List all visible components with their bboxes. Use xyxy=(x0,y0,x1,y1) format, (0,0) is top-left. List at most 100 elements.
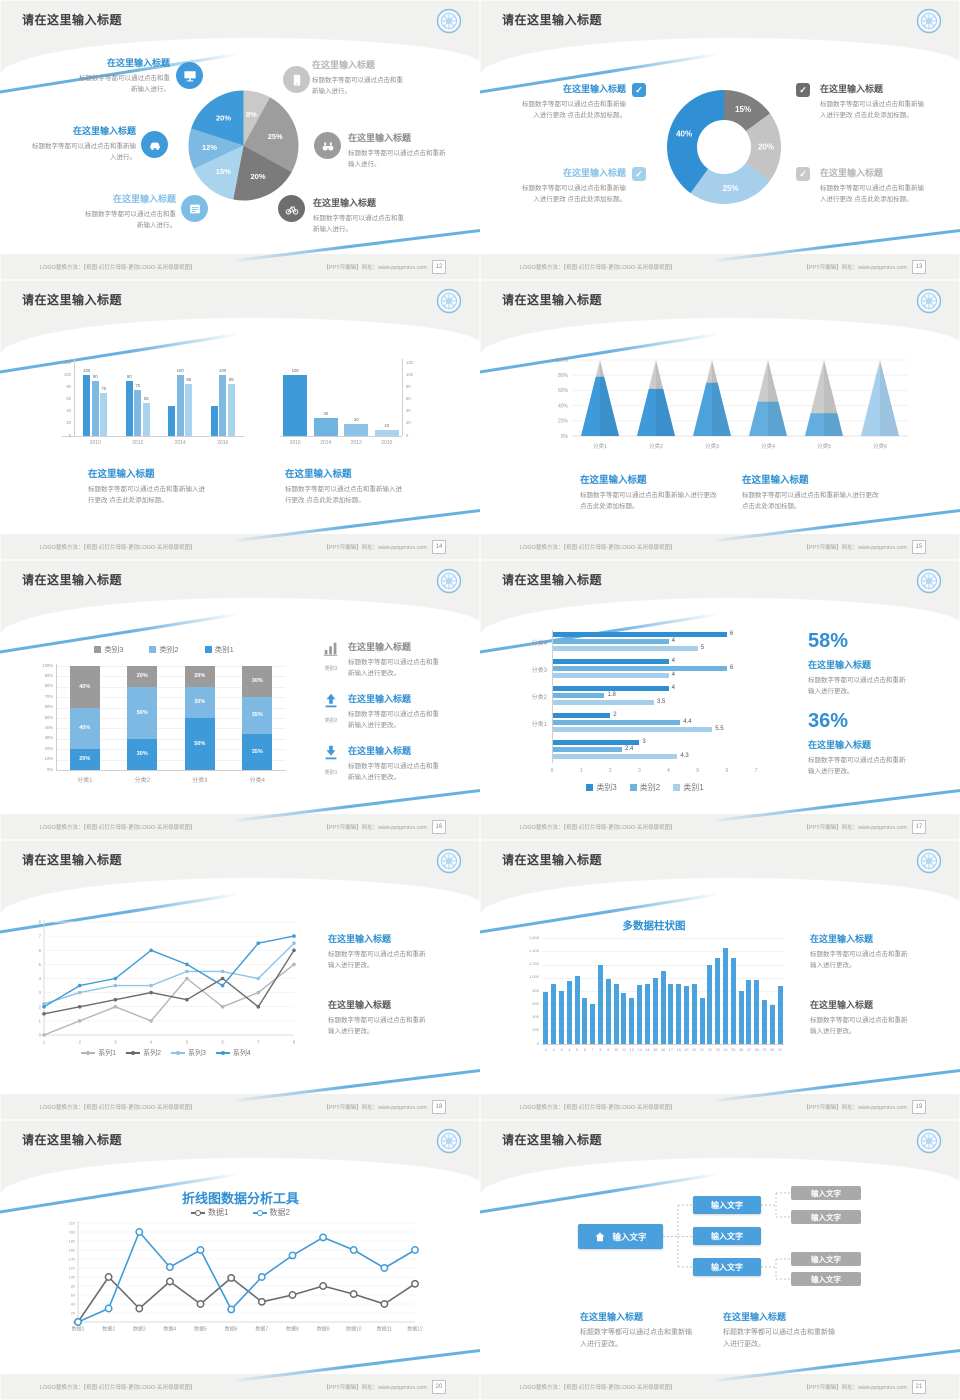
bar xyxy=(374,429,399,436)
x-tick: 4 xyxy=(150,1040,153,1045)
block-heading: 在这里输入标题 xyxy=(723,1312,787,1322)
bar xyxy=(722,947,728,1044)
slide-thumbnail-12[interactable]: 请在这里输入标题 在这里输入标题 标题数字等都可以通过点击和重新输入进行。 在这… xyxy=(0,0,480,280)
legend-marker xyxy=(81,1051,96,1055)
legend-dot xyxy=(131,1051,136,1055)
bar xyxy=(769,1004,775,1044)
footer-site: 【PPT可编辑】网址：www.pptgenius.com 12 xyxy=(323,260,446,274)
slide-footer: LOGO替换方法：【视图-幻灯片母版-更改LOGO-关闭母版视图】 【PPT可编… xyxy=(480,814,960,840)
pyramid-fill xyxy=(861,369,899,436)
y-tick: 160 xyxy=(69,1249,75,1253)
slice-label: 20% xyxy=(250,172,265,181)
bar-segment xyxy=(127,686,158,739)
y-tick: 200 xyxy=(532,1027,539,1033)
text-block: 在这里输入标题 标题数字等都可以通过点击和重新输入进行更改。 xyxy=(723,1310,843,1352)
legend-marker xyxy=(171,1051,185,1055)
text-block: 在这里输入标题 标题数字等都可以通过点击和重新输入进行更改 点击此处添加标题。 xyxy=(820,166,924,206)
marker xyxy=(77,990,82,995)
marker xyxy=(220,983,225,988)
block-heading: 在这里输入标题 xyxy=(580,475,647,486)
segment-label: 35% xyxy=(251,712,263,719)
series-line xyxy=(77,1276,416,1323)
org-node-label: 输入文字 xyxy=(811,1274,841,1284)
slide-canvas xyxy=(0,1158,480,1374)
bar-label: 3 xyxy=(642,739,646,746)
school-seal-logo xyxy=(436,288,462,314)
slide-thumbnail-15[interactable]: 请在这里输入标题 0% 20% 40% 60% 80% 100% 分类1 分类2 分类3 分类4 分… xyxy=(480,280,960,560)
donut-chart: 15% 20% 25% 40% xyxy=(665,88,783,206)
bar xyxy=(621,992,627,1044)
slide-title: 请在这里输入标题 xyxy=(22,853,123,867)
legend-dot xyxy=(86,1051,91,1055)
series-line xyxy=(43,935,295,1008)
school-seal-logo xyxy=(916,1128,942,1154)
block-body: 标题数字等都可以通过点击和重新输入进行更改。 xyxy=(810,951,908,970)
org-node-label: 输入文字 xyxy=(711,1200,743,1210)
legend-swatch xyxy=(149,646,157,653)
slide-footer: LOGO替换方法：【视图-幻灯片母版-更改LOGO-关闭母版视图】 【PPT可编… xyxy=(0,534,480,560)
x-axis xyxy=(280,436,402,437)
bar xyxy=(176,375,184,436)
x-tick: 数据1 xyxy=(72,1326,85,1333)
bar xyxy=(552,720,681,725)
marker xyxy=(42,1002,46,1006)
pie-slice xyxy=(191,90,244,146)
bar-segment xyxy=(184,718,215,770)
block-body: 标题数字等都可以通过点击和重新输入进行更改。 xyxy=(723,1329,835,1349)
text-block: 在这里输入标题 标题数字等都可以通过点击和重新输入进行更改。 xyxy=(810,998,955,1038)
y-tick: 90% xyxy=(44,672,53,678)
legend-item: 类别3 xyxy=(586,782,617,793)
y-tick: 30% xyxy=(44,735,53,741)
y-tick: 1,000 xyxy=(528,974,539,980)
block-body: 标题数字等都可以通过点击和重新输入进行更改 点击此处添加标题。 xyxy=(742,492,879,511)
bar xyxy=(283,375,308,436)
column-chart: 0 200 400 600 800 1,000 1,200 1,400 1,600 1 2 3 4 5 6 7… xyxy=(520,934,788,1056)
x-tick: 12 xyxy=(629,1047,634,1052)
pie-slice xyxy=(233,145,292,201)
segment-label: 30% xyxy=(136,751,148,758)
phone-icon xyxy=(283,66,310,93)
slide-thumbnail-21[interactable]: 请在这里输入标题 输入文字 输入文字 输入文字 输入文字 输入文字 输入文字 输… xyxy=(480,1120,960,1400)
x-tick: 数据5 xyxy=(194,1326,207,1333)
slide-thumbnail-17[interactable]: 请在这里输入标题 分类4 6 4 5 分类3 4 6 4 分类2 4 1.8 3.5 分类1 2 4.4 5.… xyxy=(480,560,960,840)
bar xyxy=(552,632,727,637)
block-body: 标题数字等都可以通过点击和重新输入进行更改 点击此处添加标题。 xyxy=(285,486,402,505)
slide-title: 请在这里输入标题 xyxy=(22,13,123,27)
icon-label: 类别2 xyxy=(324,718,338,724)
block-heading: 在这里输入标题 xyxy=(808,660,872,670)
legend-swatch xyxy=(94,646,102,653)
bar-label: 75 xyxy=(135,383,141,389)
slide-thumbnail-19[interactable]: 请在这里输入标题 多数据柱状图 0 200 400 600 800 1,000 1,200 1… xyxy=(480,840,960,1120)
bar xyxy=(100,393,108,436)
marker xyxy=(42,1033,46,1037)
slide-thumbnail-20[interactable]: 请在这里输入标题 折线图数据分析工具 0 20 40 60 80 100 120 140 160… xyxy=(0,1120,480,1400)
slide-thumbnail-16[interactable]: 请在这里输入标题 0% 10% 20% 30% 40% 50% 60% 70% 80% 90% 10… xyxy=(0,560,480,840)
series-line xyxy=(43,942,295,1005)
text-block: 在这里输入标题 标题数字等都可以通过点击和重新输入进行更改。 xyxy=(810,932,955,972)
bar xyxy=(142,402,150,436)
chart-title: 折线图数据分析工具 xyxy=(181,1191,299,1206)
marker xyxy=(292,941,296,945)
x-tick: 数据12 xyxy=(407,1326,423,1333)
bar-label: 6 xyxy=(729,665,734,672)
y-tick: 0 xyxy=(68,432,71,438)
footer-note: LOGO替换方法：【视图-幻灯片母版-更改LOGO-关闭母版视图】 xyxy=(40,1385,196,1391)
marker xyxy=(380,1264,389,1272)
legend-dot xyxy=(176,1051,180,1055)
block-heading: 在这里输入标题 xyxy=(348,133,412,143)
footer-note: LOGO替换方法：【视图-幻灯片母版-更改LOGO-关闭母版视图】 xyxy=(40,545,196,551)
home-icon xyxy=(595,1232,605,1241)
slide-thumbnail-13[interactable]: 请在这里输入标题 在这里输入标题 标题数字等都可以通过点击和重新输入进行更改 点… xyxy=(480,0,960,280)
footer-note: LOGO替换方法：【视图-幻灯片母版-更改LOGO-关闭母版视图】 xyxy=(40,825,196,831)
school-seal-logo xyxy=(436,8,462,34)
pyramid-chart: 0% 20% 40% 60% 80% 100% 分类1 分类2 分类3 分类4 分类5 分类6 xyxy=(542,352,912,452)
pie-slice xyxy=(188,128,244,169)
footer-url: 【PPT可编辑】网址：www.pptgenius.com xyxy=(803,265,907,271)
legend-label: 系列4 xyxy=(232,1050,251,1057)
block-body: 标题数字等都可以通过点击和重新输入进行更改。 xyxy=(808,677,906,696)
block-body: 标题数字等都可以通过点击和重新输入进行。 xyxy=(79,75,170,94)
text-block: 在这里输入标题 标题数字等都可以通过点击和重新输入进行。 xyxy=(348,131,478,171)
marker xyxy=(135,1228,144,1236)
slide-thumbnail-14[interactable]: 请在这里输入标题 0 20 40 60 80 100 120 2010 2012 2014 2016… xyxy=(0,280,480,560)
